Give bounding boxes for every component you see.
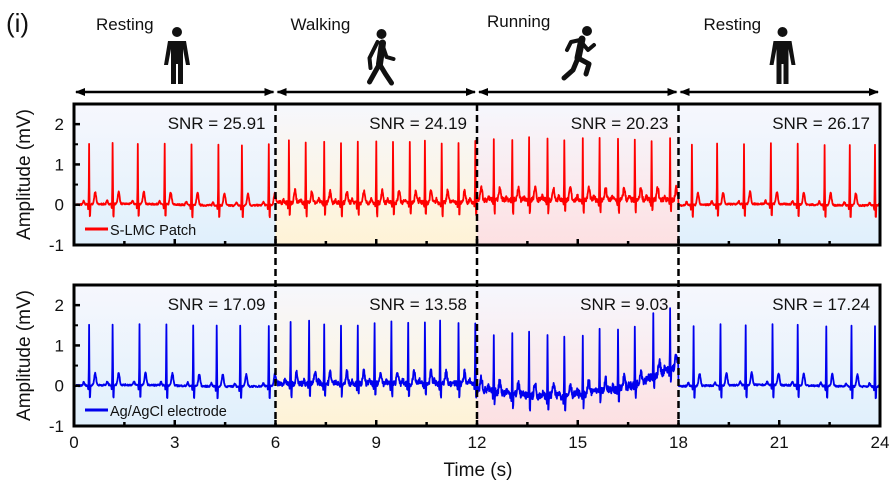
- icon-leg-front: [377, 61, 394, 86]
- y-tick-label: 0: [55, 377, 64, 396]
- y-tick-label: 2: [55, 115, 64, 134]
- phase-resting-0: Resting: [75, 15, 275, 96]
- phase-running-2: Running: [478, 12, 678, 96]
- y-tick-label: -1: [49, 236, 64, 255]
- snr-annotation: SNR = 24.19: [369, 114, 467, 133]
- icon-arm-back: [565, 38, 582, 52]
- icon-leg-front: [575, 55, 592, 77]
- snr-annotation: SNR = 26.17: [772, 114, 870, 133]
- panel-label: (i): [6, 8, 29, 38]
- phase-background-2: [477, 285, 679, 426]
- y-axis-label: Amplitude (mV): [14, 109, 35, 240]
- phase-background-0: [74, 285, 276, 426]
- x-tick-label: 3: [170, 433, 179, 452]
- standing-person-icon: [164, 27, 190, 84]
- icon-body: [164, 41, 190, 84]
- phase-walking-1: Walking: [276, 15, 476, 96]
- icon-arm-back: [367, 40, 380, 70]
- icon-head: [582, 26, 592, 36]
- phase-background-3: [678, 285, 880, 426]
- legend-label: S-LMC Patch: [110, 223, 196, 239]
- legend: Ag/AgCl electrode: [85, 404, 227, 420]
- y-tick-label: -1: [49, 417, 64, 436]
- x-tick-label: 12: [468, 433, 487, 452]
- x-axis-label: Time (s): [444, 460, 513, 481]
- phase-background-2: [477, 104, 679, 245]
- x-tick-label: 6: [271, 433, 280, 452]
- legend-label: Ag/AgCl electrode: [110, 404, 227, 420]
- icon-leg-back: [561, 55, 581, 81]
- icon-body: [769, 41, 796, 84]
- x-tick-label: 0: [69, 433, 78, 452]
- snr-annotation: SNR = 9.03: [580, 295, 668, 314]
- legend: S-LMC Patch: [85, 223, 196, 239]
- snr-annotation: SNR = 17.09: [168, 295, 266, 314]
- icon-head: [376, 29, 387, 39]
- x-tick-label: 9: [372, 433, 381, 452]
- snr-annotation: SNR = 13.58: [369, 295, 467, 314]
- y-tick-label: 0: [55, 196, 64, 215]
- walking-person-icon: [367, 29, 396, 86]
- phase-header: Resting Walking Running Resting: [75, 12, 879, 96]
- icon-head: [777, 27, 788, 37]
- icon-torso: [574, 35, 586, 62]
- y-axis-label: Amplitude (mV): [14, 290, 35, 421]
- x-tick-label: 18: [669, 433, 688, 452]
- bottom-panel-agagcl: SNR = 17.09 SNR = 13.58 SNR = 9.03 SNR = 17…: [14, 283, 890, 452]
- top-panel-slmc: SNR = 25.91 SNR = 24.19 SNR = 20.23 SNR = 2…: [14, 102, 882, 255]
- x-tick-label: 15: [568, 433, 587, 452]
- icon-torso: [376, 39, 386, 68]
- snr-annotation: SNR = 25.91: [168, 114, 266, 133]
- standing-person-icon: [769, 27, 796, 84]
- y-tick-label: 1: [55, 336, 64, 355]
- phase-resting-3: Resting: [679, 15, 879, 96]
- snr-annotation: SNR = 17.24: [772, 295, 870, 314]
- phase-background-3: [678, 104, 880, 245]
- icon-leg-back: [367, 61, 382, 85]
- snr-annotation: SNR = 20.23: [571, 114, 669, 133]
- phase-label: Resting: [96, 15, 154, 34]
- icon-arm-front: [581, 42, 596, 52]
- phase-label: Walking: [291, 15, 351, 34]
- x-tick-label: 21: [770, 433, 789, 452]
- phase-label: Running: [487, 12, 550, 31]
- running-person-icon: [561, 26, 596, 81]
- phase-label: Resting: [704, 15, 762, 34]
- icon-head: [172, 27, 182, 37]
- phase-dividers: [274, 104, 680, 426]
- y-tick-label: 2: [55, 296, 64, 315]
- x-tick-label: 24: [871, 433, 890, 452]
- y-tick-label: 1: [55, 155, 64, 174]
- icon-arm-front: [381, 46, 396, 61]
